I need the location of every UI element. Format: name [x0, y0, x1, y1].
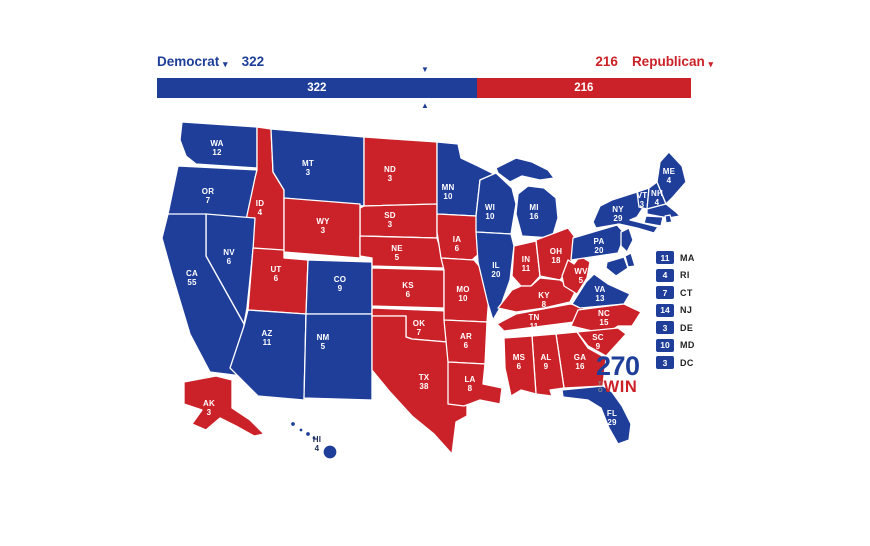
state-ma[interactable] — [646, 203, 681, 219]
legend-item-dc[interactable]: 3 DC — [656, 356, 695, 369]
republican-bar-value: 216 — [574, 82, 594, 94]
logo-win: WIN — [603, 378, 638, 396]
marker-down-icon: ▼ — [421, 65, 429, 74]
legend-state-abbr: RI — [680, 270, 690, 280]
democrat-bar-value: 322 — [307, 82, 327, 94]
state-sc[interactable] — [576, 327, 627, 357]
electoral-vote-bar: 322 216 — [157, 78, 691, 98]
state-ak[interactable] — [183, 375, 265, 437]
state-in[interactable] — [511, 240, 541, 287]
state-wa[interactable] — [179, 121, 258, 169]
state-la[interactable] — [447, 361, 503, 407]
state-ri[interactable] — [664, 214, 673, 224]
state-ne[interactable] — [359, 235, 445, 269]
republican-header: 216 Republican ▾ — [595, 54, 713, 69]
legend-item-ma[interactable]: 11 MA — [656, 251, 695, 264]
state-sd[interactable] — [359, 203, 438, 239]
legend-votes-badge: 3 — [656, 356, 674, 369]
legend-votes-badge: 11 — [656, 251, 674, 264]
state-mt[interactable] — [270, 128, 365, 207]
democrat-bar-segment[interactable]: 322 — [157, 78, 477, 98]
legend-state-abbr: CT — [680, 287, 693, 298]
legend-item-nj[interactable]: 14 NJ — [656, 303, 695, 317]
republican-bar-segment[interactable]: 216 — [476, 78, 691, 98]
logo-270: 270 — [596, 351, 640, 381]
state-md[interactable] — [605, 256, 629, 277]
state-fl[interactable] — [561, 385, 632, 445]
democrat-dropdown[interactable]: Democrat ▾ — [157, 54, 228, 69]
state-pa[interactable] — [570, 224, 626, 261]
legend-votes-badge: 14 — [656, 303, 674, 317]
legend-state-abbr: DE — [680, 322, 694, 333]
legend-state-abbr: MA — [680, 252, 695, 263]
state-nj[interactable] — [620, 227, 634, 253]
democrat-label: Democrat — [157, 54, 220, 69]
state-va[interactable] — [571, 273, 631, 309]
republican-dropdown[interactable]: Republican ▾ — [632, 54, 713, 69]
state-hi[interactable] — [289, 420, 338, 460]
state-mi[interactable] — [495, 157, 559, 239]
legend-votes-badge: 4 — [656, 268, 674, 282]
caret-down-icon: ▾ — [223, 59, 228, 69]
legend-votes-badge: 7 — [656, 286, 674, 299]
legend-votes-badge: 10 — [656, 338, 674, 352]
legend-item-ct[interactable]: 7 CT — [656, 286, 695, 299]
state-nm[interactable] — [303, 313, 373, 401]
republican-label: Republican — [631, 54, 705, 69]
caret-down-icon: ▾ — [708, 59, 713, 69]
state-wy[interactable] — [283, 197, 361, 259]
legend-item-ri[interactable]: 4 RI — [656, 268, 695, 282]
state-ks[interactable] — [371, 267, 445, 309]
state-ar[interactable] — [443, 319, 488, 365]
democrat-header: Democrat ▾ 322 — [157, 54, 264, 69]
legend-state-abbr: DC — [680, 357, 694, 368]
state-ky[interactable] — [497, 277, 577, 313]
state-wv[interactable] — [561, 255, 591, 295]
state-co[interactable] — [305, 259, 373, 315]
legend-votes-badge: 3 — [656, 321, 674, 334]
state-de[interactable] — [624, 252, 636, 268]
state-nd[interactable] — [363, 136, 438, 207]
state-ut[interactable] — [247, 247, 309, 315]
legend-item-md[interactable]: 10 MD — [656, 338, 695, 352]
republican-total: 216 — [595, 54, 618, 69]
state-ct[interactable] — [643, 215, 664, 227]
marker-up-icon: ▲ — [421, 101, 429, 110]
democrat-total: 322 — [241, 54, 265, 69]
small-states-legend: 11 MA 4 RI 7 CT 14 NJ 3 DE 10 MD 3 DC — [656, 251, 695, 374]
state-ms[interactable] — [503, 335, 537, 397]
legend-state-abbr: MD — [680, 340, 695, 350]
state-ca[interactable] — [161, 213, 245, 377]
legend-item-de[interactable]: 3 DE — [656, 321, 695, 334]
state-me[interactable] — [656, 151, 687, 205]
legend-state-abbr: NJ — [680, 305, 693, 315]
